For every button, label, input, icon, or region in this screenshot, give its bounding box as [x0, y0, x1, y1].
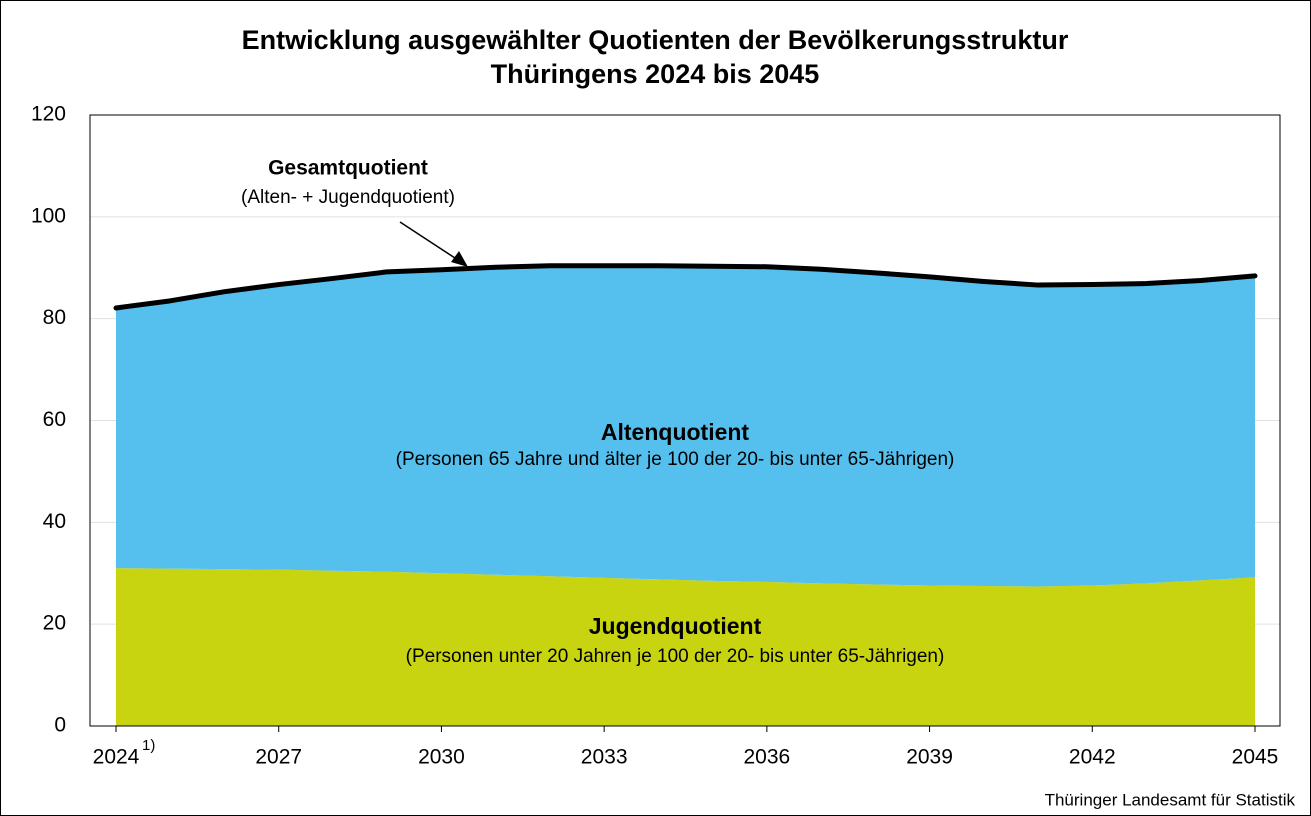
x-tick-label: 2045 [1232, 746, 1279, 769]
x-tick-label: 2030 [418, 746, 465, 769]
x-tick-label: 2039 [906, 746, 953, 769]
area-description: (Personen unter 20 Jahren je 100 der 20-… [406, 646, 945, 667]
y-tick-label: 20 [43, 612, 66, 635]
area-description: (Personen 65 Jahre und älter je 100 der … [396, 449, 955, 470]
chart-title: Entwicklung ausgewählter Quotienten der … [242, 25, 1069, 55]
area [116, 265, 1255, 587]
line-description: (Alten- + Jugendquotient) [241, 187, 455, 208]
line-label: Gesamtquotient [268, 157, 428, 180]
x-tick-label: 2042 [1069, 746, 1116, 769]
y-tick-label: 100 [31, 204, 66, 227]
x-tick-label: 2027 [255, 746, 302, 769]
area-label: Jugendquotient [589, 613, 762, 639]
x-tick-footnote: 1) [142, 737, 155, 754]
y-tick-label: 120 [31, 103, 66, 126]
x-tick-label: 2036 [743, 746, 790, 769]
plot-border [89, 114, 1281, 727]
chart-title: Thüringens 2024 bis 2045 [491, 59, 820, 89]
x-tick-label: 2024 [93, 746, 140, 769]
y-tick-label: 40 [43, 510, 66, 533]
total-line [113, 263, 1258, 311]
x-tick-label: 2033 [581, 746, 628, 769]
arrow-head [451, 251, 468, 267]
arrow-shaft [399, 221, 459, 261]
source: Thüringer Landesamt für Statistik [1045, 790, 1296, 809]
y-tick-label: 80 [43, 306, 66, 329]
area-label: Altenquotient [601, 419, 750, 445]
y-tick-label: 0 [54, 714, 66, 737]
area [116, 568, 1255, 726]
y-tick-label: 60 [43, 408, 66, 431]
